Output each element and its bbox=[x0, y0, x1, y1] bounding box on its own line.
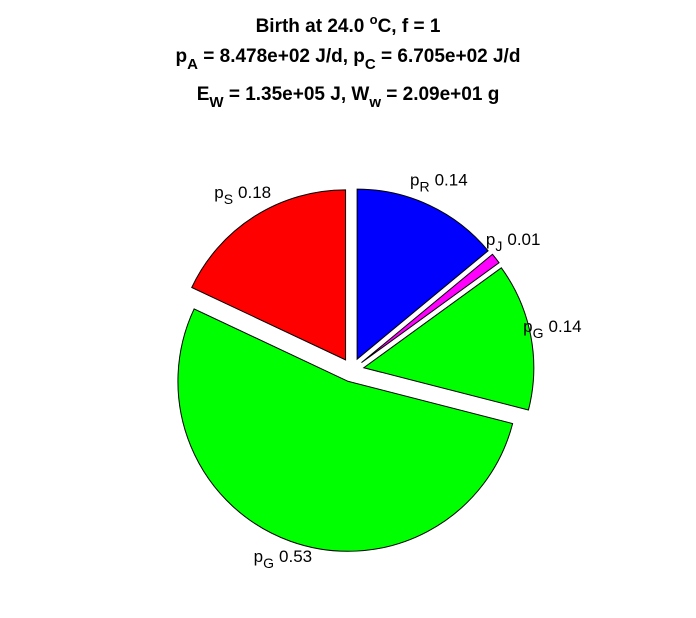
chart-title: Birth at 24.0 oC, f = 1 bbox=[256, 12, 441, 37]
label-name: p bbox=[410, 170, 419, 189]
chart-title: EW = 1.35e+05 J, Ww = 2.09e+01 g bbox=[197, 84, 500, 111]
title-text: = 6.705e+02 J/d bbox=[376, 46, 521, 67]
pie-slice bbox=[191, 189, 347, 361]
label-sub: G bbox=[533, 325, 544, 341]
pie-slice bbox=[356, 188, 489, 361]
label-name: p bbox=[486, 230, 495, 249]
pie-slice bbox=[177, 308, 514, 552]
label-sub: R bbox=[419, 178, 429, 194]
slice-label: pS 0.18 bbox=[214, 183, 271, 207]
label-value: 0.18 bbox=[238, 183, 271, 202]
title-text: p bbox=[176, 46, 188, 67]
label-value: 0.14 bbox=[549, 317, 582, 336]
label-sub: J bbox=[495, 238, 502, 254]
title-sup: o bbox=[370, 12, 378, 27]
label-sub: S bbox=[224, 191, 233, 207]
label-name: p bbox=[214, 183, 223, 202]
slice-label: pJ 0.01 bbox=[486, 230, 541, 254]
title-text: = 2.09e+01 g bbox=[381, 84, 499, 105]
title-text: E bbox=[197, 84, 210, 105]
title-sub: w bbox=[368, 94, 381, 111]
title-text: = 8.478e+02 J/d, p bbox=[198, 46, 365, 67]
label-sub: G bbox=[263, 555, 274, 571]
pie-slice bbox=[362, 267, 535, 411]
label-value: 0.14 bbox=[435, 170, 468, 189]
label-name: p bbox=[523, 317, 532, 336]
slice-label: pG 0.53 bbox=[254, 547, 312, 571]
label-value: 0.53 bbox=[279, 547, 312, 566]
title-sub: C bbox=[365, 56, 376, 73]
title-text: Birth at 24.0 bbox=[256, 16, 370, 37]
title-sub: A bbox=[187, 56, 198, 73]
label-name: p bbox=[254, 547, 263, 566]
label-value: 0.01 bbox=[507, 230, 540, 249]
chart-title: pA = 8.478e+02 J/d, pC = 6.705e+02 J/d bbox=[176, 46, 521, 73]
pie-slice bbox=[361, 253, 500, 364]
title-text: C, f = 1 bbox=[378, 16, 441, 37]
title-sub: W bbox=[209, 94, 224, 111]
title-text: = 1.35e+05 J, W bbox=[224, 84, 370, 105]
slice-label: pR 0.14 bbox=[410, 170, 468, 194]
slice-label: pG 0.14 bbox=[523, 317, 581, 341]
